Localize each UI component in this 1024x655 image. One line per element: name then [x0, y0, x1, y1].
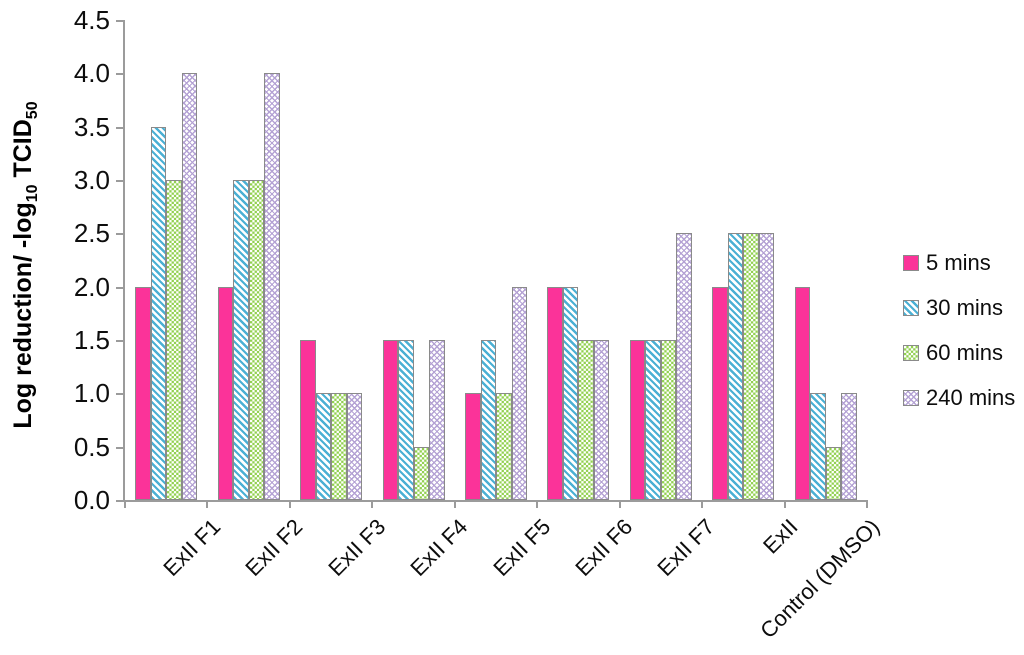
y-tick	[116, 73, 123, 76]
x-tick	[124, 500, 126, 508]
x-tick	[701, 500, 704, 508]
category-label: ExII F5	[487, 514, 555, 581]
bar-exii-f3-60-mins	[331, 393, 347, 500]
bar-exii-f3-30-mins	[315, 393, 332, 500]
bar-exii-f4-5-mins	[382, 340, 399, 500]
bar-exii-f4-30-mins	[398, 340, 414, 500]
y-tick	[116, 126, 123, 129]
x-axis	[123, 500, 867, 502]
y-axis-title-sub50: 50	[24, 101, 41, 120]
legend-item-60-mins: 60 mins	[903, 340, 1015, 365]
y-tick-label: 4.5	[73, 5, 110, 35]
bar-exii-f5-30-mins	[480, 340, 496, 500]
x-tick	[288, 500, 291, 508]
bar-exii-f3-5-mins	[300, 340, 316, 500]
bar-exii-f4-60-mins	[413, 446, 430, 500]
x-tick	[618, 500, 621, 508]
category-label: ExII F1	[158, 514, 226, 581]
y-tick-label: 0.5	[73, 431, 110, 462]
y-tick-label: 3.0	[73, 165, 110, 195]
category-label: ExII	[757, 514, 803, 559]
bar-exii-f1-60-mins	[166, 180, 182, 500]
bar-exii-f4-240-mins	[429, 340, 445, 500]
x-tick	[866, 500, 868, 508]
y-tick	[116, 233, 123, 236]
bar-exii-f7-30-mins	[645, 340, 661, 500]
bar-exii-f6-30-mins	[562, 286, 579, 500]
y-axis-title-text: Log reduction/ -log	[9, 202, 37, 429]
bar-exii-30-mins	[727, 233, 744, 500]
legend-item-240-mins: 240 mins	[903, 385, 1016, 410]
legend-item-30-mins: 30 mins	[903, 295, 1015, 320]
bar-exii-f5-60-mins	[496, 393, 512, 500]
y-tick-label: 0.0	[73, 485, 110, 515]
bar-exii-f1-5-mins	[135, 286, 151, 500]
bar-exii-f2-60-mins	[248, 180, 265, 500]
y-tick-label: 2.0	[73, 271, 110, 302]
bar-control-dmso--5-mins	[794, 286, 811, 500]
bar-exii-f6-60-mins	[578, 340, 594, 500]
bar-control-dmso--30-mins	[810, 393, 826, 500]
bar-exii-f1-30-mins	[150, 126, 167, 500]
legend-label: 240 mins	[926, 385, 1016, 410]
y-tick	[116, 340, 123, 342]
bar-exii-f1-240-mins	[181, 73, 198, 500]
bar-exii-f3-240-mins	[346, 393, 363, 500]
x-tick	[536, 500, 539, 508]
y-tick	[116, 393, 123, 396]
legend-swatch-diamond-lattice	[903, 390, 919, 406]
bar-exii-60-mins	[743, 233, 759, 500]
y-axis	[123, 20, 125, 502]
bar-exii-f2-240-mins	[264, 73, 280, 500]
y-axis-title-text2: TCID	[9, 119, 37, 185]
y-tick	[116, 500, 123, 502]
bar-exii-f2-5-mins	[217, 286, 234, 500]
y-tick	[116, 286, 123, 289]
bar-exii-f6-5-mins	[547, 286, 563, 500]
legend-swatch-solid	[903, 255, 919, 271]
y-tick	[116, 180, 123, 182]
legend-label: 5 mins	[926, 250, 991, 275]
bar-exii-f2-30-mins	[233, 180, 249, 500]
y-tick-label: 3.5	[73, 111, 110, 142]
bar-exii-f5-240-mins	[511, 286, 527, 500]
x-tick	[206, 500, 209, 508]
legend-label: 30 mins	[926, 295, 1004, 320]
legend-swatch-diagonal-stripes	[903, 300, 919, 316]
legend-swatch-checkerboard	[903, 345, 919, 361]
legend-item-5-mins: 5 mins	[903, 250, 1015, 275]
y-tick-label: 4.0	[73, 58, 110, 89]
y-axis-title-sub10: 10	[24, 184, 41, 203]
category-label: ExII F2	[240, 514, 308, 581]
x-tick	[453, 500, 456, 508]
category-label: ExII F6	[570, 514, 638, 581]
y-axis-title: Log reduction/ -log10 TCID50	[3, 5, 43, 525]
y-tick-label: 2.5	[73, 218, 110, 249]
legend-label: 60 mins	[926, 340, 1004, 365]
bar-exii-f7-240-mins	[676, 233, 692, 500]
x-tick	[783, 500, 786, 508]
bar-exii-f6-240-mins	[593, 340, 610, 500]
bar-control-dmso--60-mins	[825, 446, 842, 500]
bar-exii-240-mins	[758, 233, 775, 500]
bar-control-dmso--240-mins	[841, 393, 857, 500]
bar-exii-5-mins	[712, 286, 728, 500]
bar-exii-f7-5-mins	[629, 340, 646, 500]
x-tick	[371, 500, 374, 508]
category-label: ExII F4	[405, 514, 473, 581]
category-label: ExII F7	[652, 514, 720, 581]
bar-exii-f7-60-mins	[660, 340, 677, 500]
y-tick	[116, 20, 123, 22]
legend: 5 mins 30 mins 60 mins 240 mins	[903, 250, 1016, 432]
category-label: ExII F3	[323, 514, 391, 581]
y-tick-label: 1.0	[73, 378, 110, 409]
y-tick-label: 1.5	[73, 325, 110, 355]
y-tick	[116, 446, 123, 449]
bar-exii-f5-5-mins	[465, 393, 481, 500]
